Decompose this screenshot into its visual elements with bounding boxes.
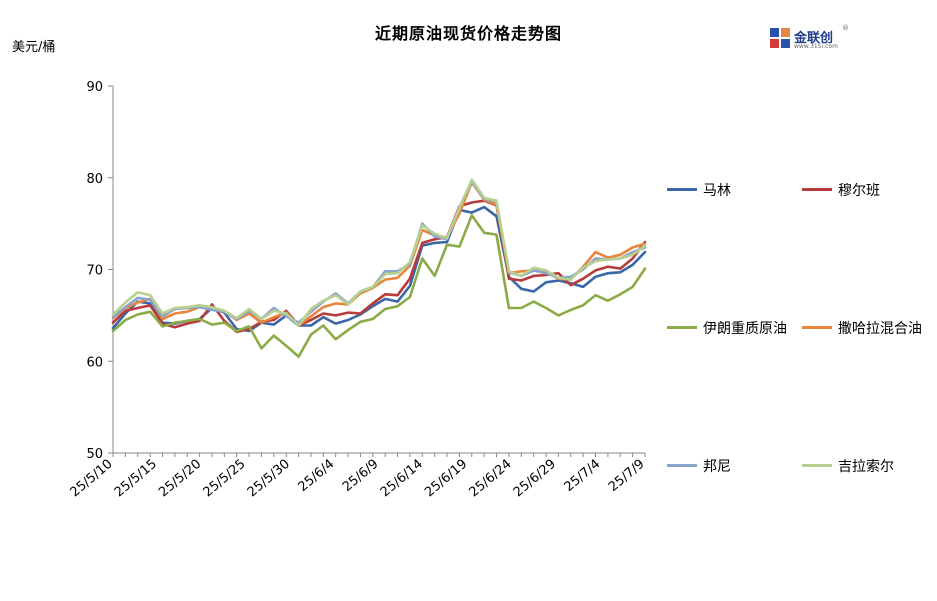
legend-label: 马林	[703, 183, 731, 199]
legend-swatch	[802, 326, 832, 329]
legend-swatch	[802, 188, 832, 191]
x-tick-label: 25/7/4	[562, 457, 604, 495]
x-tick-label: 25/7/9	[606, 457, 648, 495]
logo-text: 金联创	[794, 31, 834, 46]
x-tick-label: 25/6/19	[422, 457, 470, 501]
legend-label: 伊朗重质原油	[703, 321, 787, 337]
legend-label: 吉拉索尔	[838, 459, 894, 475]
x-tick-label: 25/5/20	[156, 457, 204, 501]
logo-icon	[770, 28, 790, 48]
x-tick-label: 25/5/25	[201, 457, 249, 501]
y-tick-label: 60	[86, 355, 103, 370]
x-tick-label: 25/6/29	[511, 457, 559, 501]
y-tick-label: 70	[86, 264, 103, 279]
y-tick-label: 50	[86, 447, 103, 462]
legend-swatch	[667, 464, 697, 467]
y-tick-label: 80	[86, 172, 103, 187]
x-tick-label: 25/6/24	[467, 457, 515, 501]
y-axis-unit-label: 美元/桶	[12, 40, 56, 55]
legend-label: 邦尼	[703, 459, 731, 475]
x-tick-label: 25/6/14	[378, 457, 426, 501]
series-line-2	[111, 199, 647, 334]
logo: 金联创 ® www.315i.com	[768, 24, 878, 52]
legend-label: 撒哈拉混合油	[838, 321, 922, 337]
chart-title: 近期原油现货价格走势图	[374, 24, 562, 43]
logo-url: www.315i.com	[794, 43, 838, 50]
x-tick-label: 25/5/10	[68, 457, 116, 501]
series-line-6	[111, 178, 647, 327]
logo-registered-mark: ®	[842, 24, 849, 32]
y-tick-label: 90	[86, 80, 103, 95]
x-tick-label: 25/6/4	[296, 457, 338, 495]
legend-swatch	[802, 464, 832, 467]
x-tick-label: 25/5/15	[112, 457, 160, 501]
x-tick-label: 25/6/9	[340, 457, 382, 495]
series-line-3	[111, 214, 647, 359]
legend-swatch	[667, 188, 697, 191]
x-tick-label: 25/5/30	[245, 457, 293, 501]
legend-label: 穆尔班	[838, 183, 880, 199]
legend-swatch	[667, 326, 697, 329]
